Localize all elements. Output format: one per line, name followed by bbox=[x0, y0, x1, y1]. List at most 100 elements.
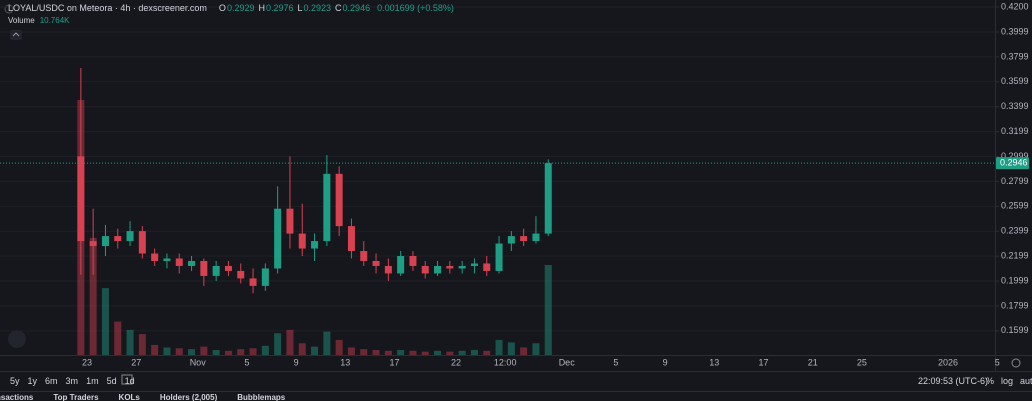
volume-bar bbox=[261, 345, 269, 355]
range-button[interactable]: 5d bbox=[106, 376, 117, 386]
candle-body bbox=[520, 236, 528, 242]
candle-body bbox=[384, 265, 392, 274]
tab[interactable]: KOLs bbox=[118, 393, 140, 401]
legend-header: LOYAL/USDC on Meteora · 4h · dexscreener… bbox=[8, 3, 457, 13]
x-tick-label: 2026 bbox=[938, 357, 958, 367]
range-button[interactable]: 3m bbox=[65, 376, 79, 386]
x-tick-label: 21 bbox=[808, 357, 818, 367]
volume-bar bbox=[532, 343, 540, 355]
candle-body bbox=[532, 233, 540, 242]
candle-body bbox=[544, 163, 552, 234]
volume-bar bbox=[495, 339, 503, 355]
volume-bar bbox=[384, 350, 392, 355]
tab[interactable]: Top Traders bbox=[53, 393, 99, 401]
range-button[interactable]: 1d bbox=[124, 376, 135, 386]
x-tick-label: Dec bbox=[559, 357, 576, 367]
range-buttons: 5y 1y 6m 3m 1m 5d 1d bbox=[10, 376, 135, 386]
candle-body bbox=[77, 156, 85, 242]
candle-body bbox=[188, 260, 196, 266]
x-tick-label: 25 bbox=[857, 357, 867, 367]
candle-body bbox=[298, 233, 306, 249]
collapse-icon bbox=[12, 32, 20, 37]
candle-body bbox=[249, 278, 257, 286]
volume-bar bbox=[507, 342, 515, 355]
volume-bar bbox=[470, 349, 478, 355]
volume-bar bbox=[212, 349, 220, 355]
x-tick-label: 5 bbox=[244, 357, 249, 367]
volume-bar bbox=[446, 351, 454, 355]
candle-body bbox=[434, 265, 442, 274]
volume-legend: Volume 10.764K bbox=[8, 16, 70, 25]
tab[interactable]: nsactions bbox=[0, 393, 34, 401]
x-tick-label: 27 bbox=[131, 357, 141, 367]
candle-body bbox=[101, 236, 109, 247]
volume-bar bbox=[298, 343, 306, 355]
candle-body bbox=[421, 265, 429, 274]
volume-bar bbox=[114, 321, 122, 355]
volume-bar bbox=[372, 349, 380, 355]
y-tick-label: 0.3799 bbox=[1001, 51, 1029, 61]
scale-option[interactable]: auto bbox=[1020, 376, 1032, 386]
volume-label: Volume bbox=[8, 16, 35, 25]
candle-body bbox=[446, 265, 454, 269]
ohlc-value: 0.2976 bbox=[265, 3, 294, 13]
collapse-button[interactable] bbox=[10, 30, 22, 40]
range-button[interactable]: 5y bbox=[10, 376, 20, 386]
candle-body bbox=[212, 265, 220, 276]
volume-bar bbox=[397, 349, 405, 355]
tab[interactable]: Bubblemaps bbox=[237, 393, 286, 401]
settings-icon[interactable] bbox=[1011, 358, 1021, 368]
range-button[interactable]: 1y bbox=[27, 376, 38, 386]
x-tick-label: 5 bbox=[995, 357, 1000, 367]
x-tick-label: 13 bbox=[709, 357, 719, 367]
bottom-tabs: nsactions Top Traders KOLs Holders (2,005) B… bbox=[0, 393, 285, 401]
ohlc-key: L bbox=[297, 3, 303, 13]
candle-body bbox=[151, 253, 159, 261]
volume-bar bbox=[101, 288, 109, 355]
range-button[interactable]: 1m bbox=[86, 376, 99, 386]
volume-bar bbox=[520, 347, 528, 355]
candle-body bbox=[286, 208, 294, 234]
candle-body bbox=[335, 173, 343, 227]
y-tick-label: 0.2399 bbox=[1001, 226, 1029, 236]
y-tick-label: 0.2199 bbox=[1001, 251, 1029, 261]
candle-body bbox=[323, 173, 331, 242]
volume-bar bbox=[175, 348, 183, 355]
volume-bar bbox=[458, 350, 466, 355]
candle-body bbox=[261, 268, 269, 286]
candle-body bbox=[126, 231, 134, 242]
volume-bar bbox=[311, 346, 319, 355]
y-tick-label: 0.3399 bbox=[1001, 101, 1029, 111]
candle-body bbox=[495, 243, 503, 271]
range-button[interactable]: 6m bbox=[45, 376, 58, 386]
volume-bar bbox=[421, 351, 429, 355]
candle-body bbox=[458, 265, 466, 269]
price-change: 0.001699 (+0.58%) bbox=[377, 3, 454, 13]
candle-body bbox=[274, 208, 282, 269]
volume-bar bbox=[286, 329, 294, 355]
symbol-title: LOYAL/USDC on Meteora · 4h · dexscreener… bbox=[8, 3, 207, 13]
tab[interactable]: Holders (2,005) bbox=[159, 393, 218, 401]
candle-body bbox=[409, 256, 417, 266]
scale-option[interactable]: % bbox=[986, 376, 995, 386]
candle-body bbox=[483, 263, 491, 271]
toolbar: 5y 1y 6m 3m 1m 5d 1d 22:09:53 (UTC-6) % logauto bbox=[0, 372, 1032, 390]
volume-value: 10.764K bbox=[39, 16, 70, 25]
candle-body bbox=[507, 236, 515, 244]
y-tick-label: 0.3599 bbox=[1001, 76, 1029, 86]
scale-option[interactable]: log bbox=[1001, 376, 1014, 386]
x-tick-label: 17 bbox=[758, 357, 768, 367]
date-range-icon[interactable] bbox=[121, 374, 133, 385]
symbol-icon bbox=[4, 4, 14, 14]
ohlc-key: C bbox=[335, 3, 342, 13]
volume-bar bbox=[237, 349, 245, 355]
x-tick-label: 9 bbox=[663, 357, 668, 367]
volume-bar bbox=[483, 350, 491, 355]
clock: 22:09:53 (UTC-6) bbox=[918, 376, 989, 386]
tv-logo bbox=[8, 330, 26, 348]
candle-body bbox=[200, 260, 208, 276]
candle-body bbox=[114, 236, 122, 242]
y-tick-label: 0.1599 bbox=[1001, 325, 1029, 335]
